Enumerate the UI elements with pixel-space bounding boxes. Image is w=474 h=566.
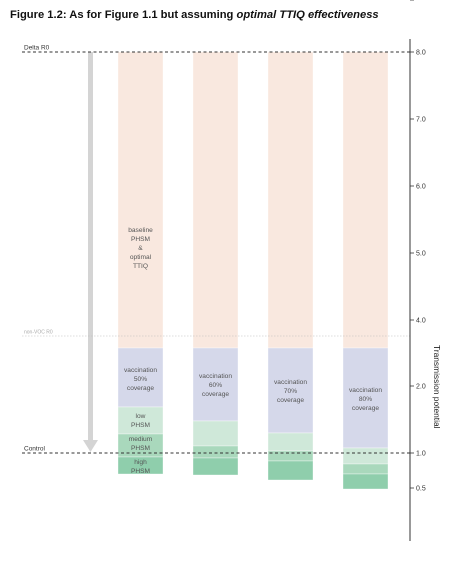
bar-1-baseline-label: TTIQ xyxy=(133,263,148,270)
bar-2-baseline-segment xyxy=(192,51,239,349)
y-axis-title: Transmission potential xyxy=(432,345,442,429)
reference-label-control: Control xyxy=(24,446,46,453)
bar-1-baseline-label: baseline xyxy=(128,227,153,234)
y-tick-label: 5.0 xyxy=(416,251,426,258)
bar-1-high-label: high xyxy=(134,459,147,466)
bar-4-baseline-segment xyxy=(342,51,389,349)
bar-4-low-segment xyxy=(342,447,389,465)
bar-2-vaccination-label: coverage xyxy=(202,391,229,398)
bar-1-high-segment xyxy=(117,456,164,475)
y-tick-label: 6.0 xyxy=(416,184,426,191)
bar-3-medium-segment xyxy=(267,450,314,462)
bar-1-baseline-label: PHSM xyxy=(131,236,150,243)
bar-2-medium-segment xyxy=(192,445,239,459)
reference-label-non-voc-r0: non-VOC R0 xyxy=(24,330,53,336)
bar-4-vaccination-label: 80% xyxy=(359,396,372,403)
figure-title: Figure 1.2: As for Figure 1.1 but assumi… xyxy=(10,9,379,21)
bar-4-vaccination-segment xyxy=(342,347,389,449)
bar-1-high-label: PHSM xyxy=(131,468,150,475)
bar-1-vaccination-segment xyxy=(117,347,164,408)
y-tick-label: 3.0 xyxy=(416,0,426,2)
bar-2-vaccination-label: 60% xyxy=(209,382,222,389)
bar-3-baseline-segment xyxy=(267,51,314,349)
bar-3-vaccination-label: 70% xyxy=(284,388,297,395)
bar-3-high-segment xyxy=(267,460,314,481)
bar-1-low-label: PHSM xyxy=(131,422,150,429)
bar-1-vaccination-label: coverage xyxy=(127,385,154,392)
bar-2-vaccination-segment xyxy=(192,347,239,422)
bar-4-medium-segment xyxy=(342,463,389,475)
bar-1-baseline-label: & xyxy=(138,245,143,252)
bar-1-baseline-segment xyxy=(117,51,164,349)
bar-1-baseline-label: optimal xyxy=(130,254,152,261)
bar-3-vaccination-segment xyxy=(267,347,314,434)
bar-1-vaccination-label: 50% xyxy=(134,376,147,383)
figure-title-emphasis: optimal TTIQ effectiveness xyxy=(236,9,379,21)
bar-3-vaccination-label: coverage xyxy=(277,397,304,404)
arrow-head xyxy=(83,440,98,452)
y-tick-label: 1.0 xyxy=(416,451,426,458)
bar-3-vaccination-label: vaccination xyxy=(274,379,307,386)
bar-1-medium-label: PHSM xyxy=(131,445,150,452)
bar-4-vaccination-label: vaccination xyxy=(349,387,382,394)
bar-1-low-segment xyxy=(117,406,164,435)
y-tick-label: 2.0 xyxy=(416,384,426,391)
bar-1-low-label: low xyxy=(136,413,146,420)
bar-2-high-segment xyxy=(192,457,239,476)
bar-1-medium-label: medium xyxy=(129,436,153,443)
bar-3-low-segment xyxy=(267,432,314,452)
bar-2-low-segment xyxy=(192,420,239,447)
y-tick-label: 4.0 xyxy=(416,318,426,325)
y-tick-label: 0.5 xyxy=(416,486,426,493)
figure-title-prefix: Figure 1.2: As for Figure 1.1 but assumi… xyxy=(10,9,237,21)
bar-2-vaccination-label: vaccination xyxy=(199,373,232,380)
y-tick-label: 8.0 xyxy=(416,50,426,57)
y-tick-label: 7.0 xyxy=(416,117,426,124)
bar-4-high-segment xyxy=(342,473,389,490)
bar-4-vaccination-label: coverage xyxy=(352,405,379,412)
arrow-shaft xyxy=(88,52,93,442)
reference-label-delta-r0: Delta R0 xyxy=(24,45,50,52)
bar-1-vaccination-label: vaccination xyxy=(124,367,157,374)
